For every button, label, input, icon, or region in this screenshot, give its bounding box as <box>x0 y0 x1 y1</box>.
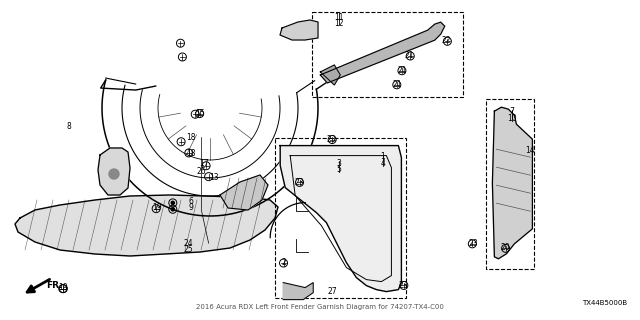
Text: 22: 22 <box>442 36 451 45</box>
Text: 14: 14 <box>525 146 535 155</box>
Polygon shape <box>321 65 340 85</box>
Text: 25: 25 <box>184 245 194 254</box>
Polygon shape <box>15 195 278 256</box>
Text: 9: 9 <box>188 204 193 212</box>
Text: 2: 2 <box>281 258 286 267</box>
Text: 4: 4 <box>380 159 385 168</box>
Text: 1: 1 <box>380 152 385 161</box>
Polygon shape <box>280 146 401 292</box>
Text: 24: 24 <box>184 239 194 248</box>
Text: 23: 23 <box>294 178 305 187</box>
Polygon shape <box>321 22 445 83</box>
Polygon shape <box>283 283 313 300</box>
Circle shape <box>109 169 119 179</box>
Text: 18: 18 <box>186 149 195 158</box>
Text: 5: 5 <box>337 165 342 174</box>
Text: 27: 27 <box>328 287 338 296</box>
Text: FR.: FR. <box>46 281 63 290</box>
Text: 18: 18 <box>186 133 195 142</box>
Bar <box>275 138 406 298</box>
Text: 21: 21 <box>397 66 406 75</box>
Text: 23: 23 <box>398 281 408 290</box>
Text: 13: 13 <box>209 173 220 182</box>
Text: 7: 7 <box>509 108 515 116</box>
Polygon shape <box>280 20 318 40</box>
Polygon shape <box>220 175 268 210</box>
Circle shape <box>172 208 174 211</box>
Polygon shape <box>98 148 130 195</box>
Text: 12: 12 <box>335 20 344 28</box>
Circle shape <box>172 201 174 204</box>
Text: 21: 21 <box>405 52 414 60</box>
Text: 8: 8 <box>67 122 72 131</box>
Text: 11: 11 <box>335 13 344 22</box>
Text: TX44B5000B: TX44B5000B <box>582 300 627 306</box>
Bar <box>312 12 463 97</box>
Text: 26: 26 <box>196 167 207 176</box>
Text: 23: 23 <box>468 239 479 248</box>
Polygon shape <box>492 107 532 259</box>
Text: 10: 10 <box>507 114 517 123</box>
Text: 3: 3 <box>337 159 342 168</box>
Text: 15: 15 <box>195 109 205 118</box>
Text: 23: 23 <box>326 135 337 144</box>
Text: 19: 19 <box>152 204 162 212</box>
Text: 6: 6 <box>188 197 193 206</box>
Text: 19: 19 <box>58 284 68 292</box>
Bar <box>486 99 534 269</box>
Text: 17: 17 <box>198 159 209 168</box>
Text: 2016 Acura RDX Left Front Fender Garnish Diagram for 74207-TX4-C00: 2016 Acura RDX Left Front Fender Garnish… <box>196 304 444 310</box>
Text: 20: 20 <box>500 244 511 252</box>
Text: 21: 21 <box>392 80 401 89</box>
